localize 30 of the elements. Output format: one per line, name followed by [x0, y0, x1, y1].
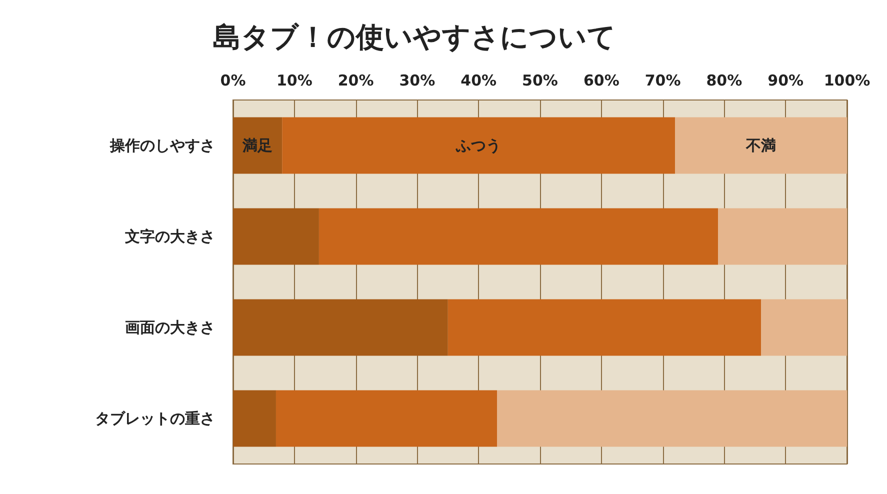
y-tick-label: 文字の大きさ — [124, 228, 215, 246]
y-tick-label: タブレットの重さ — [95, 410, 215, 428]
bar — [318, 208, 718, 265]
x-tick-label: 70% — [644, 72, 681, 90]
series-label: 不満 — [745, 136, 776, 154]
x-tick-label: 10% — [276, 72, 312, 90]
series-label: 満足 — [242, 136, 273, 154]
bar — [718, 208, 847, 265]
bar — [233, 208, 319, 265]
bar — [761, 299, 847, 356]
x-tick-label: 50% — [522, 72, 558, 90]
x-tick-label: 0% — [220, 72, 246, 90]
x-tick-label: 40% — [460, 72, 497, 90]
series-label: ふつう — [455, 136, 502, 154]
y-tick-label: 操作のしやすさ — [109, 136, 215, 154]
x-tick-label: 30% — [399, 72, 436, 90]
y-tick-label: 画面の大きさ — [125, 318, 215, 336]
bar — [282, 117, 676, 174]
bar — [233, 390, 276, 447]
bar — [448, 299, 762, 356]
x-tick-label: 90% — [768, 72, 804, 90]
bar — [276, 390, 498, 447]
x-tick-label: 80% — [706, 72, 742, 90]
bar — [675, 117, 847, 174]
x-tick-label: 100% — [824, 72, 870, 90]
bar — [233, 299, 448, 356]
bar — [497, 390, 847, 447]
chart-title: 島タブ！の使いやすさについて — [213, 20, 616, 54]
x-tick-label: 60% — [583, 72, 620, 90]
x-tick-label: 20% — [338, 72, 374, 90]
